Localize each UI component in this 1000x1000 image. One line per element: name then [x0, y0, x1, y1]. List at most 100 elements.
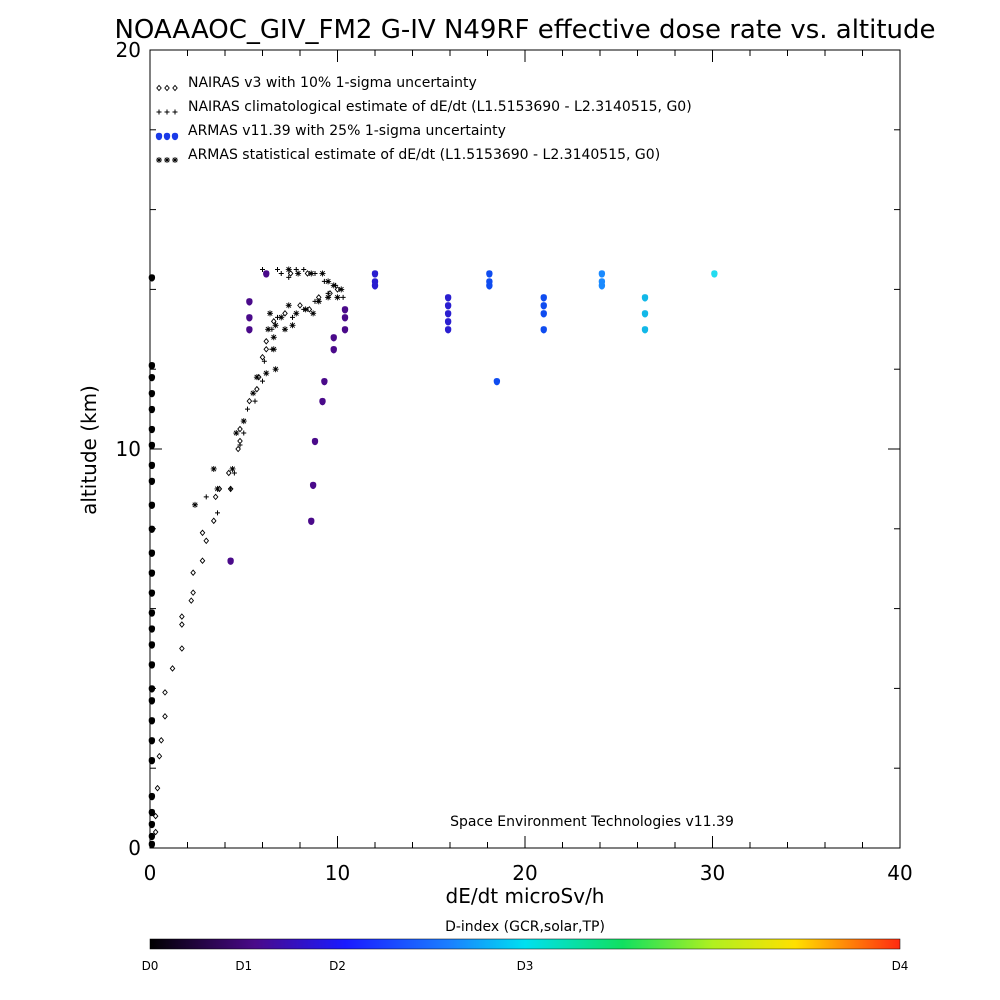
- y-tick-label: 20: [116, 38, 141, 62]
- series-diamond: [152, 270, 341, 836]
- data-point: [245, 406, 250, 412]
- data-point: [338, 286, 345, 293]
- colorbar-tick-label: D2: [329, 959, 346, 973]
- data-point: [148, 441, 156, 450]
- x-axis-label: dE/dt microSv/h: [446, 884, 605, 908]
- data-point: [325, 278, 332, 285]
- data-point: [246, 397, 253, 405]
- data-point: [330, 282, 337, 289]
- data-point: [310, 310, 317, 317]
- data-point: [308, 517, 315, 526]
- data-point: [253, 374, 260, 381]
- data-point: [233, 430, 240, 437]
- legend-label: ARMAS statistical estimate of dE/dt (L1.…: [188, 147, 660, 163]
- x-tick-label: 30: [700, 861, 725, 885]
- data-point: [486, 278, 493, 286]
- data-point: [711, 270, 718, 278]
- data-point: [341, 306, 349, 314]
- data-point: [260, 378, 265, 384]
- data-point: [190, 569, 196, 576]
- data-point: [263, 345, 270, 353]
- data-point: [293, 310, 300, 317]
- data-point: [162, 713, 168, 720]
- data-point: [444, 294, 452, 302]
- data-point: [263, 270, 270, 278]
- y-axis-label: altitude (km): [77, 385, 101, 515]
- data-point: [241, 430, 247, 436]
- data-point: [148, 625, 156, 633]
- data-point: [304, 270, 311, 277]
- data-point: [311, 437, 319, 446]
- data-point: [179, 613, 185, 620]
- legend-symbol: [164, 157, 170, 163]
- data-point: [540, 294, 547, 302]
- legend-symbol: [172, 157, 178, 163]
- colorbar-tick-label: D3: [517, 959, 534, 973]
- data-point: [154, 784, 161, 792]
- data-point: [493, 377, 501, 386]
- x-tick-label: 20: [512, 861, 537, 885]
- data-point: [278, 270, 284, 276]
- x-tick-label: 0: [144, 861, 157, 885]
- data-point: [215, 510, 220, 516]
- data-point: [192, 501, 198, 508]
- data-point: [237, 442, 243, 448]
- data-point: [330, 346, 337, 354]
- data-point: [275, 266, 280, 272]
- data-point: [148, 808, 156, 817]
- series-dot: [148, 270, 718, 849]
- legend-symbol: [164, 84, 170, 92]
- legend-symbol: [164, 109, 170, 115]
- data-point: [148, 389, 156, 398]
- data-point: [148, 840, 156, 849]
- data-point: [179, 645, 185, 652]
- data-point: [148, 274, 156, 282]
- data-point: [263, 337, 270, 345]
- colorbar-tick-label: D4: [892, 959, 909, 973]
- legend-symbol: [172, 109, 178, 115]
- data-point: [148, 362, 156, 370]
- data-point: [169, 665, 176, 672]
- data-point: [148, 569, 156, 577]
- data-point: [148, 832, 156, 841]
- colorbar-tick-label: D0: [142, 959, 159, 973]
- data-point: [148, 525, 156, 533]
- data-point: [229, 465, 236, 472]
- data-point: [334, 286, 341, 293]
- data-point: [210, 465, 217, 472]
- data-point: [148, 737, 156, 745]
- data-point: [162, 689, 168, 696]
- colorbar: [149, 938, 901, 950]
- data-point: [148, 589, 156, 597]
- data-point: [309, 481, 317, 490]
- colorbar-tick-label: D1: [235, 959, 252, 973]
- data-point: [315, 298, 322, 305]
- data-point: [148, 661, 156, 669]
- data-point: [540, 326, 547, 334]
- data-point: [259, 353, 266, 361]
- x-tick-label: 40: [887, 861, 912, 885]
- data-point: [265, 326, 272, 333]
- data-point: [188, 597, 195, 604]
- data-point: [598, 278, 606, 286]
- legend-symbol: [163, 132, 171, 141]
- data-point: [272, 366, 279, 373]
- data-point: [330, 334, 337, 342]
- data-point: [340, 294, 346, 300]
- data-point: [179, 621, 185, 628]
- data-point: [270, 334, 277, 341]
- data-point: [285, 266, 292, 273]
- data-point: [444, 310, 452, 318]
- data-point: [235, 445, 241, 453]
- data-point: [285, 302, 292, 309]
- data-point: [341, 326, 349, 334]
- data-point: [295, 270, 302, 277]
- data-point: [214, 485, 221, 492]
- data-point: [598, 270, 606, 278]
- data-point: [156, 752, 163, 760]
- data-point: [190, 589, 196, 596]
- data-point: [444, 318, 452, 326]
- data-point: [301, 266, 307, 272]
- legend-label: NAIRAS climatological estimate of dE/dt …: [188, 99, 692, 115]
